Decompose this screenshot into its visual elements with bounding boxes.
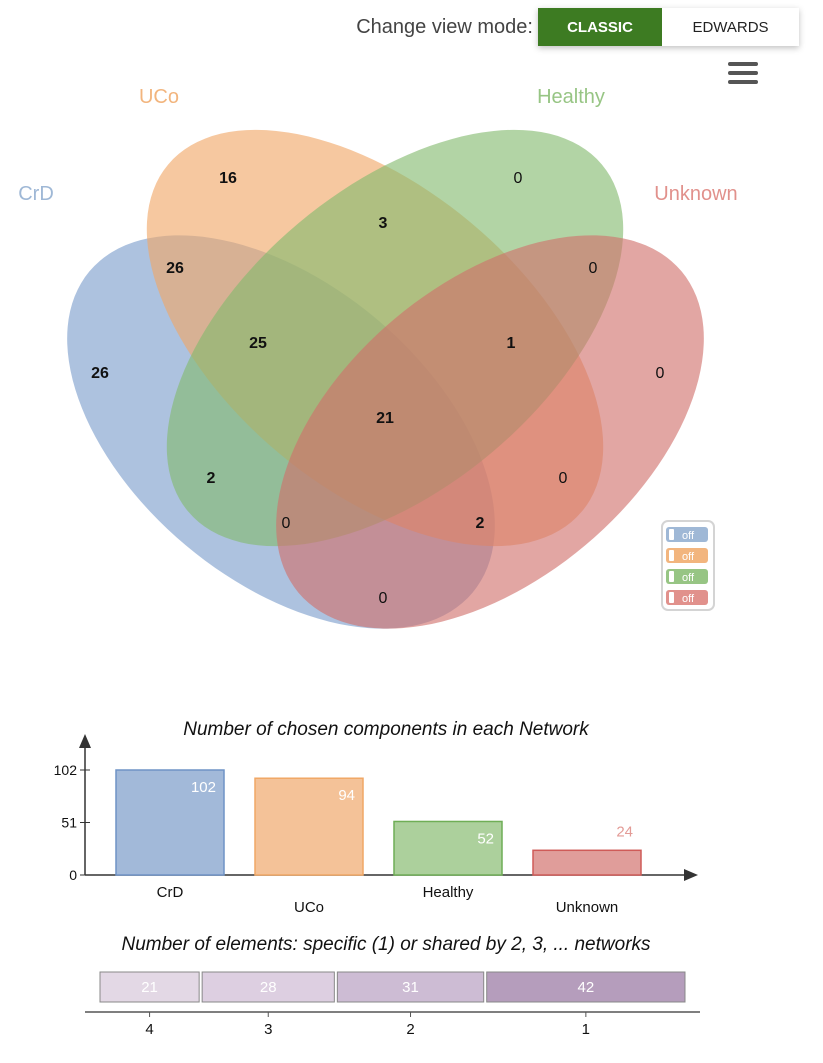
venn-diagram: CrD UCo Healthy Unknown 16 0 3 26 0 26 2… (18, 86, 776, 680)
bar-crd[interactable] (115, 769, 225, 876)
region-crd-unknown: 0 (379, 590, 388, 607)
region-uco-healthy: 3 (379, 215, 388, 232)
unknown-toggle-switch[interactable]: off (666, 590, 708, 605)
bar-value-label: 24 (616, 823, 633, 840)
shared-tick-label: 4 (145, 1021, 153, 1038)
uco-toggle-label: off (682, 551, 695, 563)
bar-unknown[interactable] (532, 849, 642, 876)
crd-toggle-label: off (682, 530, 695, 542)
shared-segment-value: 42 (578, 979, 595, 996)
bar-value-label: 52 (477, 830, 494, 847)
shared-segment-value: 28 (260, 979, 277, 996)
x-tick-label: Healthy (423, 884, 474, 901)
region-uco-healthy-unknown: 1 (507, 335, 516, 352)
set-toggle-panel: off off off off (661, 520, 715, 611)
shared-segment-3[interactable] (201, 971, 335, 1003)
shared-segment-2[interactable] (336, 971, 485, 1003)
x-tick-label: Unknown (556, 899, 619, 916)
region-crd-uco-unknown: 2 (476, 515, 485, 532)
crd-set-label: CrD (18, 183, 54, 205)
region-uco-only: 16 (219, 170, 237, 187)
y-axis-arrow-icon (79, 734, 91, 748)
region-crd-uco-healthy: 25 (249, 335, 267, 352)
shared-segment-value: 31 (402, 979, 419, 996)
shared-tick-label: 3 (264, 1021, 272, 1038)
bar-value-label: 102 (191, 779, 216, 796)
shared-elements-chart: Number of elements: specific (1) or shar… (85, 934, 700, 1038)
shared-tick-label: 1 (582, 1021, 590, 1038)
healthy-toggle-label: off (682, 572, 695, 584)
unknown-toggle-label: off (682, 593, 695, 605)
x-tick-label: UCo (294, 899, 324, 916)
bar-healthy[interactable] (393, 820, 503, 876)
healthy-toggle-switch[interactable]: off (666, 569, 708, 584)
uco-toggle-switch[interactable]: off (666, 548, 708, 563)
bar-uco[interactable] (254, 777, 364, 876)
shared-chart-marks: 21 4 28 3 31 2 42 1 (85, 971, 700, 1038)
shared-segment-1[interactable] (486, 971, 686, 1003)
region-crd-uco: 26 (166, 260, 184, 277)
shared-segment-4[interactable] (99, 971, 200, 1003)
network-bar-chart: Number of chosen components in each Netw… (54, 719, 698, 916)
region-uco-unknown: 0 (559, 470, 568, 487)
unknown-set-label: Unknown (654, 183, 737, 205)
x-tick-label: CrD (157, 884, 184, 901)
hamburger-menu-icon[interactable] (728, 62, 758, 88)
uco-set-label: UCo (139, 86, 179, 108)
y-tick-label: 0 (69, 867, 77, 883)
region-healthy-only: 0 (514, 170, 523, 187)
bar-value-label: 94 (338, 787, 355, 804)
region-all-four: 21 (376, 410, 394, 427)
bar-chart-title: Number of chosen components in each Netw… (183, 719, 590, 740)
x-axis-arrow-icon (684, 869, 698, 881)
healthy-set-label: Healthy (537, 86, 605, 108)
classic-mode-button[interactable]: CLASSIC (538, 8, 662, 46)
shared-chart-title: Number of elements: specific (1) or shar… (121, 934, 651, 955)
y-tick-label: 51 (61, 815, 77, 831)
region-crd-only: 26 (91, 365, 109, 382)
edwards-mode-button[interactable]: EDWARDS (662, 8, 799, 46)
region-crd-healthy: 2 (207, 470, 216, 487)
venn-region-labels: 16 0 3 26 0 26 25 1 0 21 2 0 0 2 0 (91, 170, 664, 607)
unknown-set-ellipse[interactable] (203, 158, 776, 680)
view-mode-toggle: CLASSIC EDWARDS (538, 8, 799, 46)
shared-segment-value: 21 (141, 979, 158, 996)
crd-toggle-switch[interactable]: off (666, 527, 708, 542)
view-mode-bar: Change view mode: CLASSIC EDWARDS (0, 8, 823, 48)
y-tick-label: 102 (54, 762, 78, 778)
region-unknown-only: 0 (656, 365, 665, 382)
venn-ellipses (67, 129, 776, 680)
region-crd-healthy-unknown: 0 (282, 515, 291, 532)
bar-chart-marks: 102 CrD 94 UCo 52 Healthy 24 Unknown (115, 769, 642, 916)
shared-tick-label: 2 (406, 1021, 414, 1038)
region-healthy-unknown: 0 (589, 260, 598, 277)
view-mode-label: Change view mode: (356, 16, 533, 38)
